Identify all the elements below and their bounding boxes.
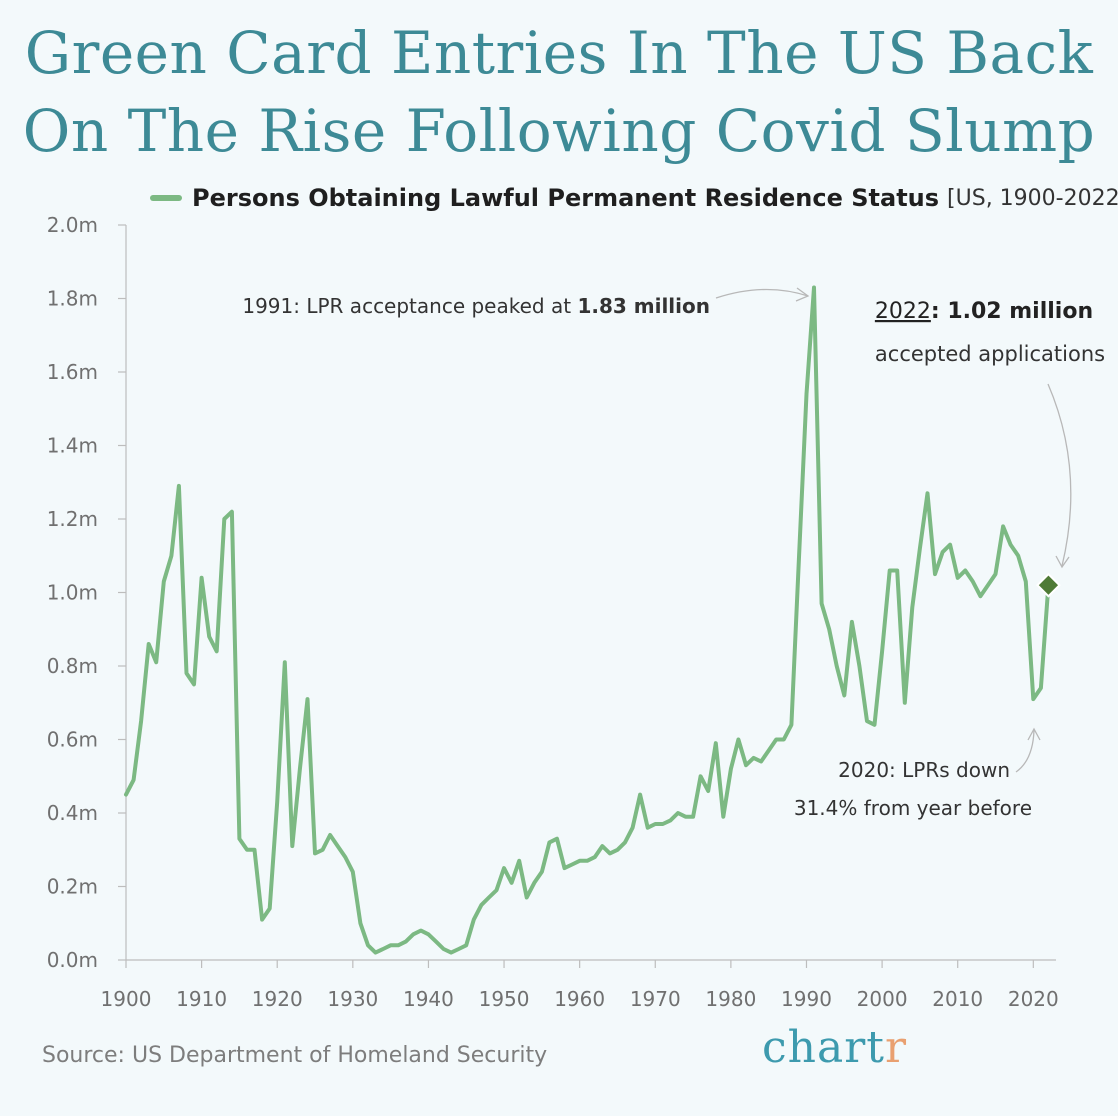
x-tick-label: 1950: [479, 987, 530, 1011]
x-tick-label: 1930: [327, 987, 378, 1011]
x-tick-label: 2020: [1008, 987, 1059, 1011]
covid-arrowhead: [1027, 727, 1041, 741]
latest-annotation-value: : 1.02 million: [931, 299, 1093, 324]
latest-annotation: 2022: 1.02 million: [875, 299, 1093, 324]
x-tick-label: 1920: [252, 987, 303, 1011]
legend-range: [US, 1900-2022]: [947, 185, 1118, 211]
y-tick-label: 0.8m: [47, 654, 98, 678]
covid-annotation-line-2: 31.4% from year before: [794, 796, 1032, 820]
covid-arrow: [1015, 729, 1035, 773]
peak-annotation: 1991: LPR acceptance peaked at 1.83 mill…: [242, 294, 710, 318]
y-tick-label: 2.0m: [47, 213, 98, 237]
x-tick-label: 1910: [176, 987, 227, 1011]
y-tick-label: 1.6m: [47, 360, 98, 384]
x-tick-label: 1990: [781, 987, 832, 1011]
x-tick-label: 2000: [857, 987, 908, 1011]
series-line: [124, 285, 1051, 955]
legend-swatch: [150, 195, 182, 201]
y-tick-label: 1.0m: [47, 581, 98, 605]
y-tick-label: 1.8m: [47, 287, 98, 311]
covid-annotation-line-1: 2020: LPRs down: [838, 758, 1010, 782]
axes: 0.0m 0.2m 0.4m 0.6m 0.8m 1.0m 1.2m 1.4m 1.6m 1.8m…: [47, 213, 1059, 1011]
peak-annotation-value: 1.83 million: [577, 294, 710, 318]
x-tick-label: 1900: [101, 987, 152, 1011]
brand-logo-accent: r: [884, 1022, 907, 1073]
x-tick-label: 1970: [630, 987, 681, 1011]
x-tick-label: 1960: [554, 987, 605, 1011]
source-note: Source: US Department of Homeland Securi…: [42, 1043, 548, 1068]
brand-logo-main: chart: [762, 1022, 885, 1073]
latest-annotation-desc: accepted applications: [875, 342, 1105, 366]
peak-arrowhead: [795, 287, 810, 302]
y-tick-label: 0.6m: [47, 728, 98, 752]
latest-annotation-year: 2022: [875, 299, 931, 324]
chart-title: Green Card Entries In The US Back On The…: [0, 14, 1118, 170]
y-tick-label: 0.2m: [47, 875, 98, 899]
latest-arrow: [1047, 383, 1072, 567]
y-tick-label: 1.2m: [47, 507, 98, 531]
y-tick-label: 0.0m: [47, 948, 98, 972]
y-tick-label: 0.4m: [47, 801, 98, 825]
legend: Persons Obtaining Lawful Permanent Resid…: [150, 184, 1118, 212]
series-layer: [124, 285, 1061, 955]
peak-annotation-prefix: 1991: LPR acceptance peaked at: [242, 294, 577, 318]
x-tick-label: 2010: [932, 987, 983, 1011]
annotations: 1991: LPR acceptance peaked at 1.83 mill…: [242, 287, 1105, 820]
legend-label: Persons Obtaining Lawful Permanent Resid…: [192, 184, 940, 212]
brand-logo: chartr: [762, 1022, 907, 1073]
highlight-point-2022: [1036, 572, 1061, 598]
latest-arrowhead: [1055, 555, 1070, 569]
x-tick-label: 1940: [403, 987, 454, 1011]
title-line-1: Green Card Entries In The US Back: [24, 19, 1094, 87]
peak-arrow: [715, 288, 809, 299]
y-tick-label: 1.4m: [47, 434, 98, 458]
title-line-2: On The Rise Following Covid Slump: [22, 97, 1096, 165]
x-tick-label: 1980: [705, 987, 756, 1011]
